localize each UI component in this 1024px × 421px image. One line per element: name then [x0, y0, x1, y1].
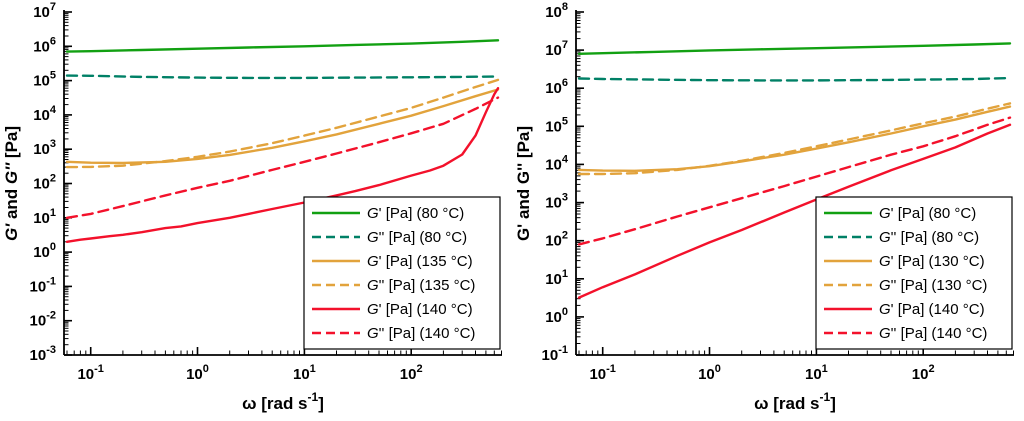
legend-entry-label: G' [Pa] (80 °C) — [367, 205, 464, 222]
x-tick-label: 10-1 — [77, 363, 103, 383]
legend-box — [815, 196, 1013, 350]
left-chart: 10-3 10-2 10-1 100 101 102 103 104 105 106 107 10-1… — [2, 1, 502, 413]
y-tick-label: 102 — [545, 230, 568, 250]
series-gdoubleprime-5 — [65, 96, 500, 219]
x-tick-label: 101 — [805, 363, 828, 383]
y-tick-label: 107 — [33, 1, 56, 21]
y-tick-label: 101 — [33, 207, 56, 227]
legend-entry-label: G'' [Pa] (140 °C) — [367, 325, 475, 342]
legend-box — [303, 196, 501, 350]
y-tick-label: 10-2 — [30, 310, 56, 330]
legend-entry-label: G'' [Pa] (140 °C) — [879, 325, 987, 342]
legend-entry-label: G'' [Pa] (135 °C) — [367, 277, 475, 294]
y-axis-label: G' and G'' [Pa] — [514, 126, 533, 241]
x-tick-label: 101 — [293, 363, 316, 383]
legend-entry-label: G' [Pa] (130 °C) — [879, 253, 985, 270]
series-gprime-0 — [577, 42, 1012, 55]
y-tick-label: 104 — [33, 104, 57, 124]
series-gdoubleprime-3 — [577, 102, 1012, 176]
y-tick-label: 101 — [545, 268, 568, 288]
y-tick-label: 103 — [33, 138, 56, 158]
series-gdoubleprime-1 — [65, 74, 500, 80]
y-tick-label: 10-1 — [542, 344, 568, 364]
y-tick-label: 108 — [545, 1, 568, 21]
legend-entry-label: G'' [Pa] (80 °C) — [879, 229, 979, 246]
y-tick-label: 100 — [33, 241, 56, 261]
x-tick-label: 10-1 — [589, 363, 615, 383]
x-tick-label: 100 — [186, 363, 209, 383]
y-tick-label: 106 — [545, 77, 568, 97]
x-axis-label: ω [rad s-1] — [754, 390, 836, 413]
legend-entry-label: G' [Pa] (140 °C) — [367, 301, 473, 318]
x-axis-label: ω [rad s-1] — [242, 390, 324, 413]
y-tick-label: 10-3 — [30, 344, 56, 364]
x-tick-label: 102 — [912, 363, 935, 383]
series-gdoubleprime-3 — [65, 78, 500, 169]
y-tick-label: 105 — [33, 70, 56, 90]
legend-entry-label: G' [Pa] (140 °C) — [879, 301, 985, 318]
series-gdoubleprime-1 — [577, 76, 1012, 82]
series-gprime-4 — [65, 87, 500, 243]
legend-entry-label: G' [Pa] (80 °C) — [879, 205, 976, 222]
y-tick-label: 107 — [545, 39, 568, 59]
series-gdoubleprime-5 — [577, 116, 1012, 246]
y-tick-label: 102 — [33, 173, 56, 193]
y-tick-label: 105 — [545, 115, 568, 135]
axes — [63, 10, 502, 356]
series-gprime-4 — [577, 123, 1012, 299]
y-tick-label: 103 — [545, 192, 568, 212]
legend-entry-label: G' [Pa] (135 °C) — [367, 253, 473, 270]
series-gprime-0 — [65, 39, 500, 53]
y-axis-label: G' and G'' [Pa] — [2, 126, 21, 241]
y-tick-label: 100 — [545, 306, 568, 326]
series-gprime-2 — [65, 88, 500, 165]
legend: G' [Pa] (80 °C) G'' [Pa] (80 °C) G' [Pa] (… — [815, 196, 1013, 350]
y-tick-label: 106 — [33, 35, 56, 55]
series-gprime-2 — [577, 105, 1012, 172]
axes — [575, 10, 1014, 356]
x-tick-label: 100 — [698, 363, 721, 383]
x-tick-label: 102 — [400, 363, 423, 383]
right-chart: 10-1 100 101 102 103 104 105 106 107 108 10-1 100 10… — [514, 1, 1014, 413]
legend-entry-label: G'' [Pa] (80 °C) — [367, 229, 467, 246]
y-tick-label: 104 — [545, 153, 569, 173]
y-tick-label: 10-1 — [30, 275, 56, 295]
legend: G' [Pa] (80 °C) G'' [Pa] (80 °C) G' [Pa] (… — [303, 196, 501, 350]
legend-entry-label: G'' [Pa] (130 °C) — [879, 277, 987, 294]
